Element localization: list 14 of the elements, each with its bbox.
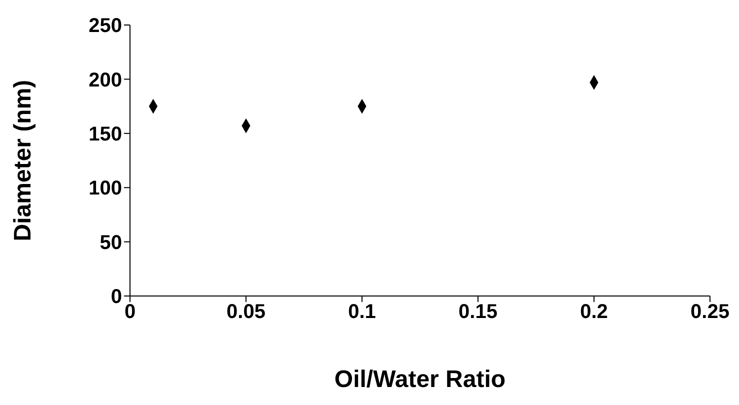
x-tick-label: 0.05 bbox=[226, 301, 266, 324]
x-tick-label: 0.1 bbox=[348, 301, 376, 324]
y-axis-title: Diameter (nm) bbox=[10, 80, 37, 242]
y-tick-label: 250 bbox=[88, 15, 122, 38]
y-tick-label: 150 bbox=[88, 124, 122, 146]
x-axis-title: Oil/Water Ratio bbox=[334, 366, 506, 393]
y-tick-label: 100 bbox=[88, 178, 122, 200]
x-tick-label: 0.15 bbox=[458, 301, 498, 324]
x-tick-label: 0.2 bbox=[580, 301, 608, 324]
y-tick-label: 50 bbox=[100, 232, 122, 254]
y-tick-label: 0 bbox=[110, 286, 122, 308]
x-tick-label: 0 bbox=[124, 301, 136, 324]
x-tick-label: 0.25 bbox=[690, 301, 730, 324]
y-tick-label: 200 bbox=[88, 69, 122, 92]
